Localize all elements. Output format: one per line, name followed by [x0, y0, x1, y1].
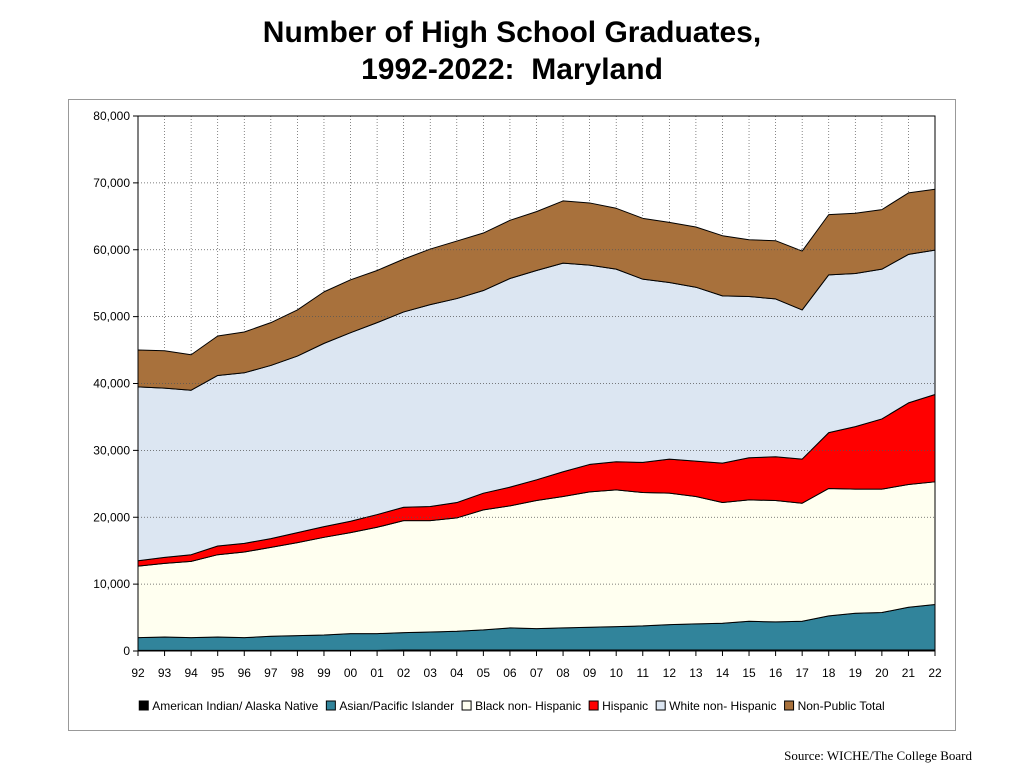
y-tick-label: 60,000 — [93, 243, 130, 257]
legend-swatch-asian-pacific-islander — [325, 700, 336, 711]
x-tick-label: 17 — [795, 666, 809, 680]
x-tick-label: 12 — [663, 666, 677, 680]
chart-title-line-1: Number of High School Graduates, — [262, 16, 762, 49]
chart-title: Number of High School Graduates, 1992-20… — [0, 14, 1024, 88]
y-tick-label: 20,000 — [93, 510, 130, 524]
x-tick-label: 09 — [583, 666, 597, 680]
x-tick-label: 03 — [424, 666, 438, 680]
x-tick-label: 18 — [822, 666, 836, 680]
x-tick-label: 07 — [530, 666, 544, 680]
x-tick-label: 02 — [397, 666, 411, 680]
stacked-area-chart: 0 10,000 20,000 30,000 40,000 50,000 60,000 70,… — [93, 109, 942, 713]
chart-frame: 0 10,000 20,000 30,000 40,000 50,000 60,000 70,… — [68, 99, 956, 731]
y-tick-label: 10,000 — [93, 577, 130, 591]
x-tick-label: 05 — [477, 666, 491, 680]
x-tick-label: 20 — [875, 666, 889, 680]
x-tick-label: 01 — [370, 666, 384, 680]
legend-label-hispanic: Hispanic — [602, 699, 648, 713]
legend-label-white-non-hispanic: White non- Hispanic — [669, 699, 776, 713]
x-tick-label: 93 — [158, 666, 172, 680]
y-tick-label: 70,000 — [93, 176, 130, 190]
x-tick-label: 22 — [928, 666, 942, 680]
legend-swatch-black-non-hispanic — [461, 700, 472, 711]
legend-swatch-american-indian-alaska-native — [138, 700, 149, 711]
x-tick-label: 21 — [902, 666, 916, 680]
y-tick-label: 30,000 — [93, 443, 130, 457]
x-tick-label: 06 — [503, 666, 517, 680]
y-tick-label: 0 — [123, 644, 130, 658]
legend-swatch-hispanic — [588, 700, 599, 711]
x-tick-label: 13 — [689, 666, 703, 680]
legend-swatch-non-public-total — [784, 700, 795, 711]
x-tick-label: 04 — [450, 666, 464, 680]
legend-label-non-public-total: Non-Public Total — [798, 699, 885, 713]
x-tick-label: 16 — [769, 666, 783, 680]
x-tick-label: 96 — [238, 666, 252, 680]
source-note: Source: WICHE/The College Board — [784, 748, 972, 763]
x-tick-label: 98 — [291, 666, 305, 680]
x-tick-label: 94 — [184, 666, 198, 680]
x-tick-label: 92 — [131, 666, 145, 680]
x-tick-label: 19 — [849, 666, 863, 680]
x-tick-label: 99 — [317, 666, 331, 680]
x-tick-label: 14 — [716, 666, 730, 680]
legend-swatch-white-non-hispanic — [655, 700, 666, 711]
x-tick-label: 08 — [556, 666, 570, 680]
y-tick-label: 40,000 — [93, 377, 130, 391]
x-tick-label: 11 — [637, 666, 650, 680]
x-tick-label: 15 — [742, 666, 756, 680]
legend-label-black-non-hispanic: Black non- Hispanic — [475, 699, 581, 713]
y-tick-label: 50,000 — [93, 310, 130, 324]
x-tick-label: 10 — [610, 666, 624, 680]
legend-label-american-indian-alaska-native: American Indian/ Alaska Native — [152, 699, 318, 713]
chart-title-line-2: 1992-2022: Maryland — [361, 53, 663, 86]
legend-label-asian-pacific-islander: Asian/Pacific Islander — [339, 699, 454, 713]
x-tick-label: 95 — [211, 666, 225, 680]
y-tick-label: 80,000 — [93, 109, 130, 123]
x-tick-label: 97 — [264, 666, 278, 680]
x-tick-label: 00 — [344, 666, 358, 680]
